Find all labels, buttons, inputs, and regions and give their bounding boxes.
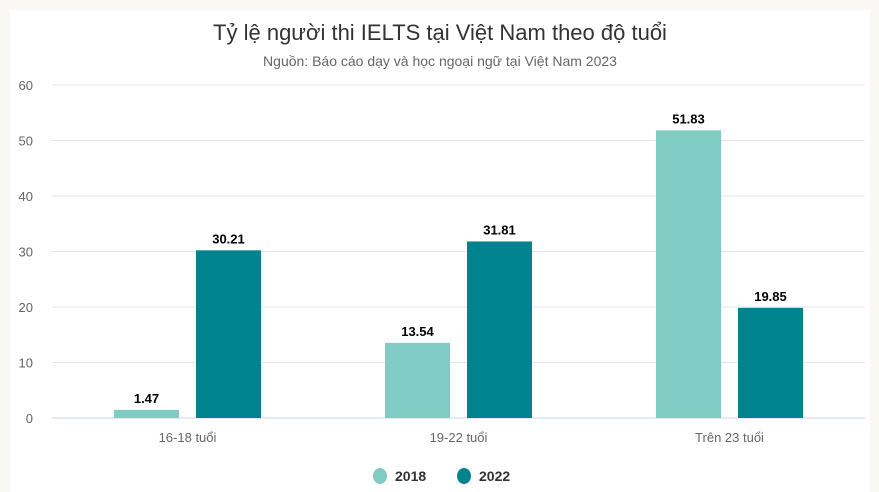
- bar-2022[interactable]: [467, 241, 532, 418]
- legend-item-2022[interactable]: 2022: [457, 468, 510, 484]
- y-tick-label: 40: [19, 189, 33, 204]
- bar-2022[interactable]: [196, 250, 261, 418]
- data-label: 13.54: [401, 324, 434, 339]
- x-tick-label: 16-18 tuổi: [159, 430, 217, 445]
- y-tick-label: 20: [19, 300, 33, 315]
- data-label: 31.81: [483, 222, 516, 237]
- bar-2022[interactable]: [738, 307, 803, 418]
- y-tick-label: 0: [26, 411, 33, 426]
- data-label: 30.21: [212, 231, 245, 246]
- bar-2018[interactable]: [385, 342, 450, 418]
- bar-2018[interactable]: [656, 130, 721, 418]
- legend-marker: [373, 468, 387, 484]
- chart-subtitle: Nguồn: Báo cáo dạy và học ngoại ngữ tại …: [263, 53, 617, 69]
- y-tick-label: 60: [19, 78, 33, 93]
- legend-item-2018[interactable]: 2018: [373, 468, 426, 484]
- bar-2018[interactable]: [114, 409, 179, 418]
- y-tick-label: 30: [19, 245, 33, 260]
- x-tick-label: 19-22 tuổi: [430, 430, 488, 445]
- data-label: 51.83: [672, 111, 705, 126]
- data-label: 1.47: [134, 391, 159, 406]
- legend-label: 2018: [395, 468, 426, 484]
- chart-title: Tỷ lệ người thi IELTS tại Việt Nam theo …: [213, 20, 667, 45]
- data-label: 19.85: [754, 289, 787, 304]
- y-tick-label: 10: [19, 356, 33, 371]
- legend-marker: [457, 468, 471, 484]
- y-tick-label: 50: [19, 134, 33, 149]
- x-tick-label: Trên 23 tuổi: [695, 430, 764, 445]
- legend-label: 2022: [479, 468, 510, 484]
